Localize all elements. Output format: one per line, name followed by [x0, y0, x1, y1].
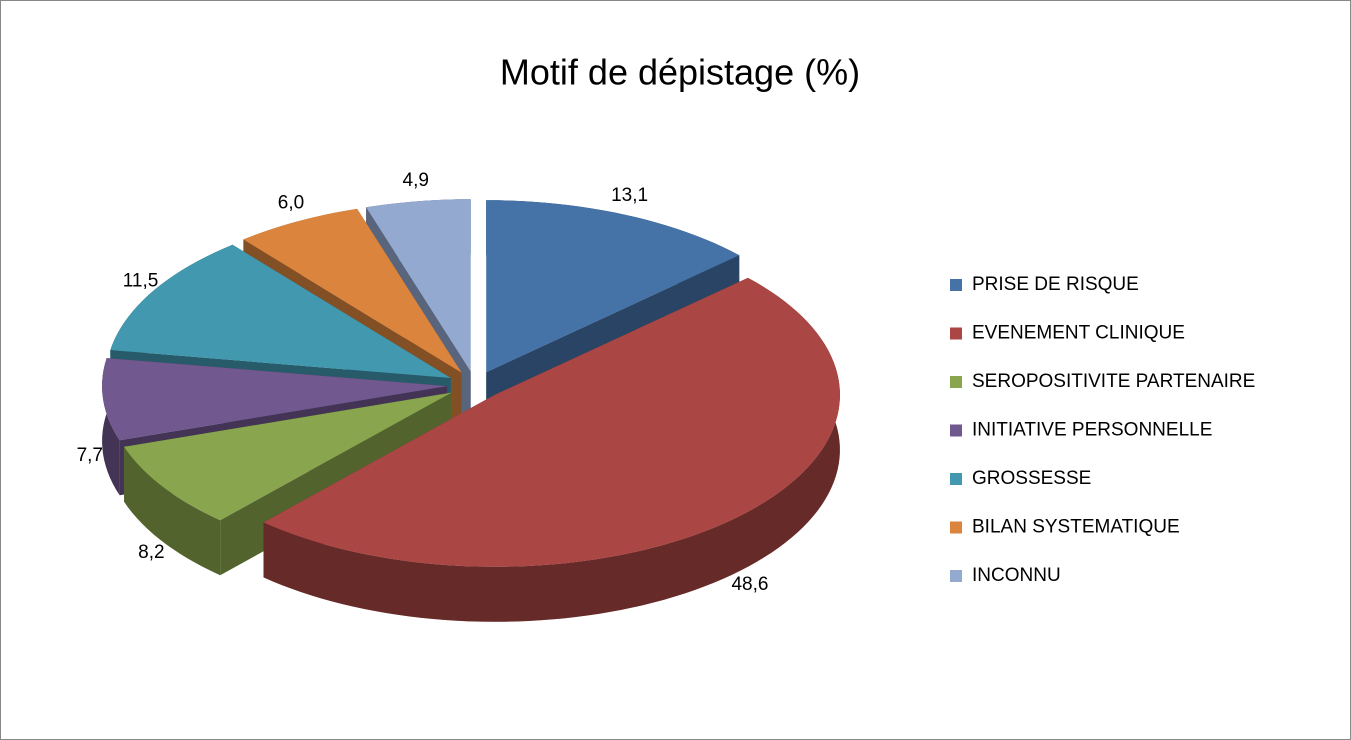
slice-top — [366, 199, 471, 372]
slice-side — [124, 446, 221, 576]
data-label: 13,1 — [611, 185, 648, 206]
slice-top — [263, 277, 840, 567]
legend-swatch — [950, 327, 962, 340]
data-label: 48,6 — [731, 574, 768, 595]
legend-swatch — [950, 376, 962, 388]
slice-top — [243, 208, 462, 373]
legend-swatch — [950, 473, 962, 485]
legend-label: EVENEMENT CLINIQUE — [972, 323, 1185, 344]
data-label: 4,9 — [403, 170, 429, 191]
chart-title: Motif de dépistage (%) — [500, 52, 860, 93]
data-label: 11,5 — [123, 271, 159, 292]
slice-side-shade — [263, 277, 840, 622]
legend-label: BILAN SYSTEMATIQUE — [972, 517, 1180, 538]
slice — [263, 277, 840, 622]
legend-label: SEROPOSITIVITE PARTENAIRE — [972, 371, 1255, 392]
data-label: 8,2 — [138, 542, 164, 563]
slice-side — [263, 277, 840, 622]
legend-label: INCONNU — [972, 565, 1061, 586]
legend-swatch — [950, 570, 962, 582]
legend-swatch — [950, 424, 962, 437]
legend-label: PRISE DE RISQUE — [972, 274, 1139, 295]
legend-label: INITIATIVE PERSONNELLE — [972, 420, 1212, 441]
legend-swatch — [950, 521, 962, 534]
data-label: 6,0 — [278, 193, 304, 214]
data-label: 7,7 — [77, 445, 103, 466]
slice-top — [102, 358, 448, 441]
slice-top — [486, 200, 740, 373]
slice-top — [110, 244, 451, 379]
legend-label: GROSSESSE — [972, 468, 1091, 489]
legend-swatch — [950, 279, 962, 291]
slice-top — [124, 392, 452, 521]
slice-side-shade — [124, 446, 221, 576]
